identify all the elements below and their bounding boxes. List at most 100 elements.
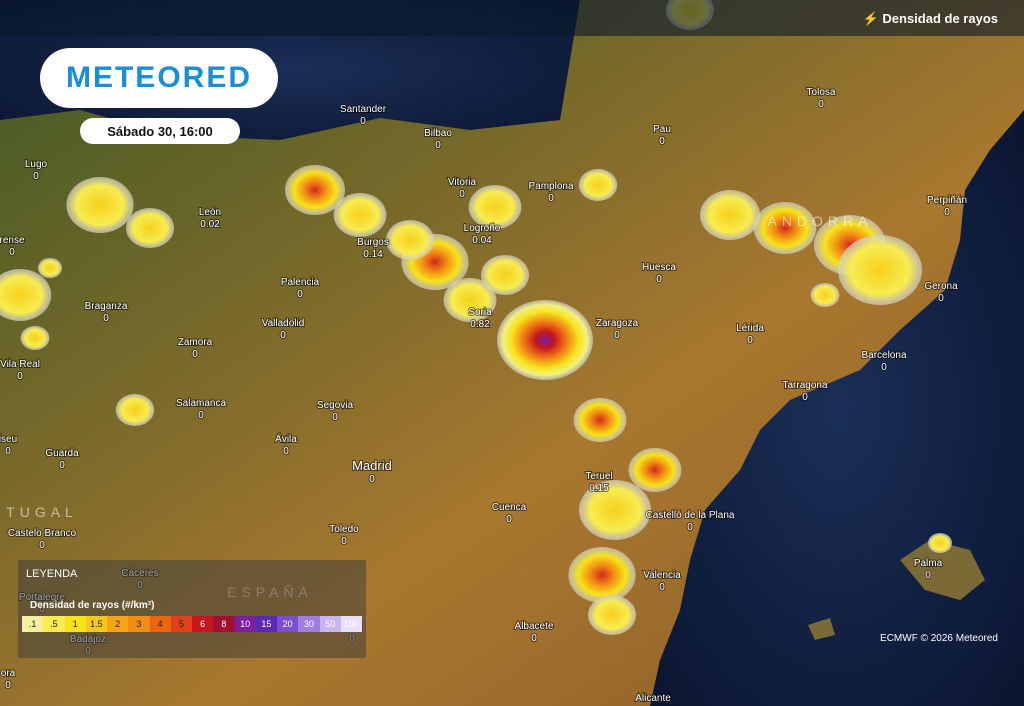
city-value: 0 [341,536,347,547]
city-name: Alicante [635,693,671,704]
city-name: Soria [468,307,492,318]
attribution: ECMWF © 2026 Meteored [880,633,998,644]
storm-cell [481,255,529,295]
legend-stop: 100 [340,616,362,632]
city-name: Pau [653,124,671,135]
legend-stop: 1 [64,616,86,632]
legend-stop: 50 [319,616,341,632]
legend-scale: .1.5 1 1.5 2 3 4 5 6 8 10 15 20 30 50 100 [22,616,362,632]
city-value: 0 [614,330,620,341]
legend-stop: 8 [213,616,235,632]
city-value: 0.14 [363,249,383,260]
storm-cells [0,0,952,635]
city-name: Vila Real [0,359,40,370]
city-value: 0 [5,680,11,691]
time-label: Sábado 30, 16:00 [80,118,240,144]
city-name: Huesca [642,262,676,273]
city-value: 0 [435,140,441,151]
legend-subtitle: Densidad de rayos (#/km²) [30,600,155,611]
storm-cell [838,235,922,305]
city-value: 0.04 [472,235,492,246]
storm-cell [497,300,593,380]
storm-cell [333,193,387,237]
city-value: 0 [192,349,198,360]
storm-cell [468,185,522,229]
legend-stop: 2 [107,616,129,632]
storm-cell [126,208,174,248]
city-name: Lérida [736,323,764,334]
storm-cell [573,398,627,442]
city-name: Madrid [352,458,392,473]
legend-stop: 5 [170,616,192,632]
legend: LEYENDA Densidad de rayos (#/km²) .1.5 1 1… [18,560,366,658]
storm-cell [753,202,817,254]
country-name: TUGAL [6,504,78,520]
city-value: 0 [9,247,15,258]
storm-cell [928,533,952,553]
city-value: 0 [17,371,23,382]
legend-stop: 20 [277,616,299,632]
city-value: 0 [659,582,665,593]
city-name: Guarda [45,448,79,459]
country-name: ANDORRA [767,213,872,229]
city-value: 0 [283,446,289,457]
city-name: Vitoria [448,177,477,188]
island [808,618,835,640]
city-name: Lugo [25,159,48,170]
legend-stop: 4 [149,616,171,632]
city-value: 0 [280,330,286,341]
city-value: 0 [369,474,375,485]
city-name: Cuenca [492,502,527,513]
city-value: 0 [747,335,753,346]
city-value: 0.15 [589,483,609,494]
city-value: 0 [103,313,109,324]
city-name: Toledo [329,524,359,535]
island [900,540,985,600]
city-value: 0 [548,193,554,204]
city-name: Ávila [275,432,297,445]
legend-title: LEYENDA [26,568,78,580]
storm-cell [810,283,840,307]
storm-cell [578,169,618,201]
city-value: 0 [938,293,944,304]
city-value: 0 [360,116,366,127]
top-bar [0,0,1024,36]
city-name: Teruel [585,471,612,482]
city-name: Perpiñán [927,195,967,206]
city-value: 0 [297,289,303,300]
city-value: 0 [198,410,204,421]
legend-stop: 3 [128,616,150,632]
legend-stop: 15 [255,616,277,632]
city-name: Burgos [357,237,389,248]
city-value: 0 [687,522,693,533]
legend-stop: 1.5 [85,616,107,632]
storm-cell [386,220,434,260]
layer-name: Densidad de rayos [882,11,998,26]
city-name: Santander [340,104,387,115]
city-value: 0.02 [200,219,220,230]
city-value: 0 [459,189,465,200]
city-name: Barcelona [861,350,906,361]
city-name: Palma [914,558,943,569]
city-value: 0 [944,207,950,218]
city-name: Valladolid [262,318,305,329]
city-name: Castelló de la Plana [646,510,735,521]
storm-cell [588,595,636,635]
storm-cell [0,269,52,321]
city-name: Salamanca [176,398,226,409]
city-name: Valencia [643,570,681,581]
city-value: 0 [506,514,512,525]
city-name: Castelo Branco [8,528,77,539]
city-value: 0 [33,171,39,182]
city-name: Segovia [317,400,354,411]
city-name: Zamora [178,337,213,348]
city-name: Gerona [924,281,958,292]
city-name: Tarragona [782,380,827,391]
city-name: Braganza [85,301,128,312]
logo[interactable]: METEORED [40,48,278,108]
layer-title[interactable]: ⚡ Densidad de rayos [862,11,998,26]
storm-cell [443,278,497,322]
city-name: Bilbao [424,128,452,139]
city-name: ora [1,668,16,679]
